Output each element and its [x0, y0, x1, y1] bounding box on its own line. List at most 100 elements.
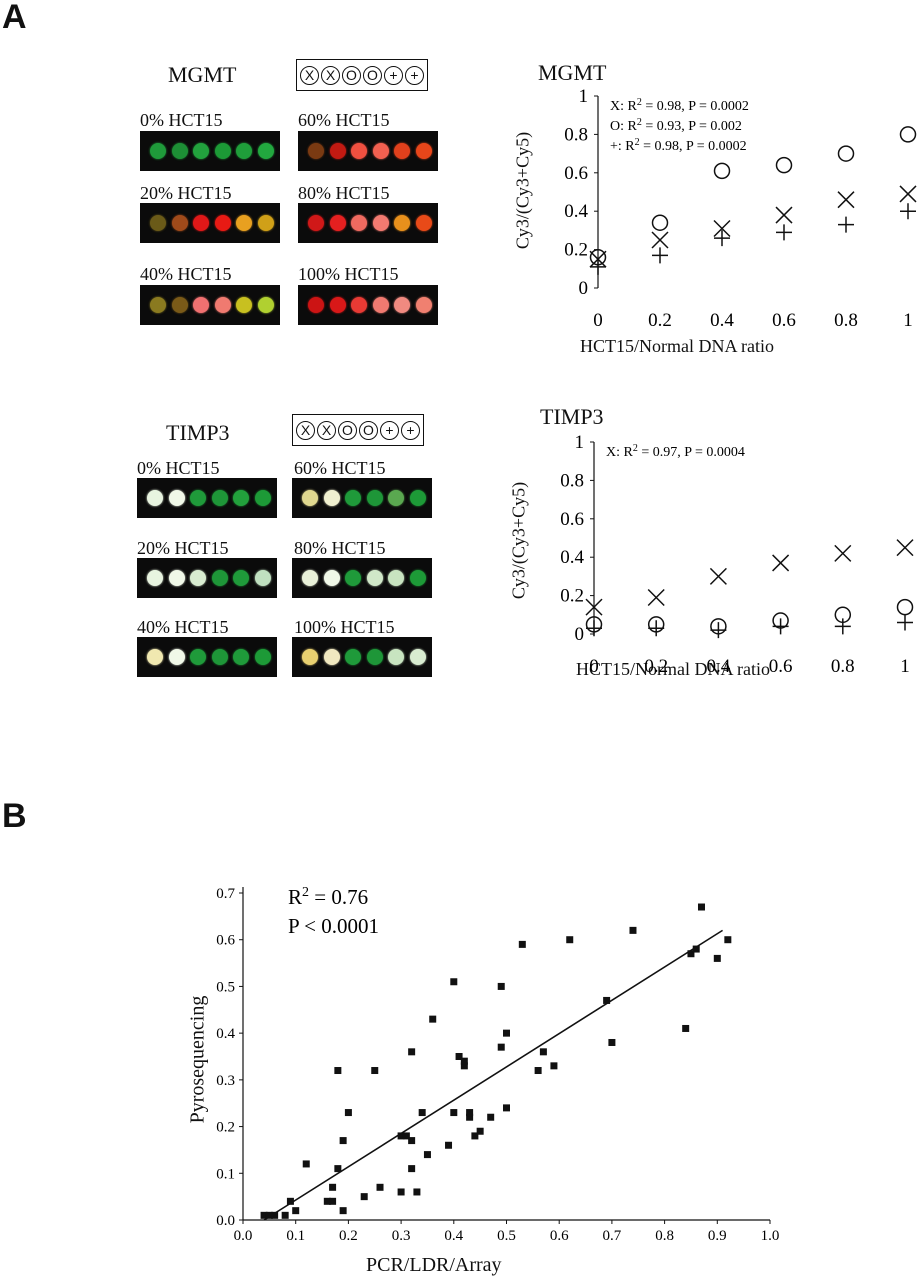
b-x-tick-label: 0.3	[392, 1228, 411, 1244]
mgmt-y-tick-label: 0	[579, 278, 589, 299]
array-spot	[388, 570, 404, 586]
timp3-x-tick-label: 0.8	[831, 656, 855, 677]
b-y-tick-label: 0.3	[216, 1073, 235, 1089]
legend-symbol: X	[317, 420, 336, 440]
mgmt-marker-circle	[899, 126, 917, 143]
array-spot	[345, 649, 361, 665]
legend-symbol: +	[384, 65, 403, 85]
mgmt-marker-x	[837, 191, 855, 209]
array-spot	[366, 649, 383, 665]
timp3-x-tick-label: 0.4	[707, 656, 731, 677]
panel-label-b: B	[2, 797, 27, 835]
array-spot	[214, 297, 231, 313]
b-data-point	[539, 1048, 547, 1056]
b-data-point	[323, 1197, 331, 1205]
b-x-tick-label: 0.6	[550, 1228, 569, 1244]
mgmt-spot-strip	[140, 285, 280, 325]
b-y-tick-label: 0.2	[216, 1120, 235, 1136]
timp3-spot-strip	[292, 558, 432, 598]
mgmt-array-title: MGMT	[168, 62, 237, 87]
timp3-well-label: 100% HCT15	[294, 617, 395, 637]
array-spot	[415, 143, 432, 159]
timp3-y-tick-label: 0.8	[560, 470, 584, 491]
b-data-point	[471, 1132, 479, 1140]
b-data-point	[503, 1029, 510, 1037]
b-data-point	[518, 940, 526, 948]
b-regression-line	[263, 929, 723, 1221]
legend-symbol: +	[405, 65, 424, 85]
mgmt-marker-x	[775, 206, 793, 224]
array-spot	[193, 215, 209, 231]
mgmt-marker-circle	[837, 145, 855, 162]
b-y-tick-label: 0.1	[216, 1166, 235, 1182]
b-x-tick-label: 0.5	[497, 1228, 516, 1244]
mgmt-well-label: 40% HCT15	[140, 264, 232, 284]
b-data-point	[281, 1211, 289, 1219]
mgmt-marker-plus	[714, 230, 730, 247]
b-data-point	[487, 1113, 495, 1121]
b-data-point	[429, 1015, 437, 1023]
b-data-point	[476, 1127, 484, 1135]
mgmt-marker-plus	[652, 247, 668, 264]
b-data-point	[397, 1188, 405, 1196]
timp3-y-tick-label: 0.6	[560, 509, 584, 530]
array-spot	[329, 215, 346, 231]
timp3-marker-plus	[648, 620, 665, 637]
timp3-well-label: 80% HCT15	[294, 538, 386, 558]
array-spot	[409, 570, 426, 586]
timp3-y-tick-label: 0	[575, 624, 585, 645]
timp3-marker-plus	[710, 622, 727, 639]
timp3-x-axis-label: HCT15/Normal DNA ratio	[576, 659, 770, 679]
mgmt-y-tick-label: 0.4	[564, 201, 588, 222]
array-spot	[233, 649, 249, 665]
array-spot	[211, 649, 228, 665]
array-spot	[308, 215, 324, 231]
b-data-point	[302, 1160, 310, 1168]
b-data-point	[455, 1053, 463, 1060]
b-data-point	[408, 1165, 416, 1173]
array-spot	[150, 143, 166, 159]
timp3-y-tick-label: 0.2	[560, 586, 584, 607]
timp3-marker-circle	[896, 598, 914, 616]
array-spot	[415, 215, 432, 231]
mgmt-well-label: 60% HCT15	[298, 110, 390, 130]
b-data-point	[497, 982, 505, 990]
b-data-point	[608, 1038, 616, 1046]
panel-label-a: A	[2, 0, 27, 36]
mgmt-x-tick-label: 0.8	[834, 310, 858, 331]
b-data-point	[329, 1197, 337, 1205]
array-spot	[302, 490, 318, 506]
legend-symbol: O	[363, 65, 382, 85]
timp3-marker-x	[834, 544, 852, 562]
mgmt-spot-legend: X X O O + +	[296, 59, 428, 91]
array-spot	[214, 143, 231, 159]
b-y-tick-label: 0.4	[216, 1026, 235, 1042]
timp3-marker-x	[647, 588, 665, 607]
array-spot	[236, 143, 252, 159]
array-spot	[254, 570, 271, 586]
b-x-tick-label: 0.8	[655, 1228, 674, 1244]
timp3-marker-x	[896, 539, 914, 557]
legend-symbol: X	[296, 420, 315, 440]
legend-symbol: O	[338, 420, 357, 440]
b-y-tick-label: 0.6	[216, 933, 235, 949]
array-spot	[351, 215, 367, 231]
array-spot	[372, 143, 389, 159]
b-x-tick-label: 0.2	[339, 1228, 358, 1244]
mgmt-marker-circle	[775, 156, 793, 174]
array-spot	[308, 143, 324, 159]
array-spot	[254, 649, 271, 665]
mgmt-marker-circle	[713, 162, 731, 180]
mgmt-marker-plus	[776, 224, 792, 241]
array-spot	[236, 215, 252, 231]
mgmt-well-label: 80% HCT15	[298, 183, 390, 203]
mgmt-chart-title: MGMT	[538, 60, 607, 85]
timp3-marker-x	[709, 567, 727, 585]
timp3-well-label: 60% HCT15	[294, 458, 386, 478]
b-data-point	[445, 1141, 453, 1149]
mgmt-marker-circle	[651, 214, 669, 231]
timp3-spot-strip	[137, 558, 277, 598]
mgmt-marker-plus	[590, 258, 606, 275]
array-spot	[394, 297, 410, 313]
